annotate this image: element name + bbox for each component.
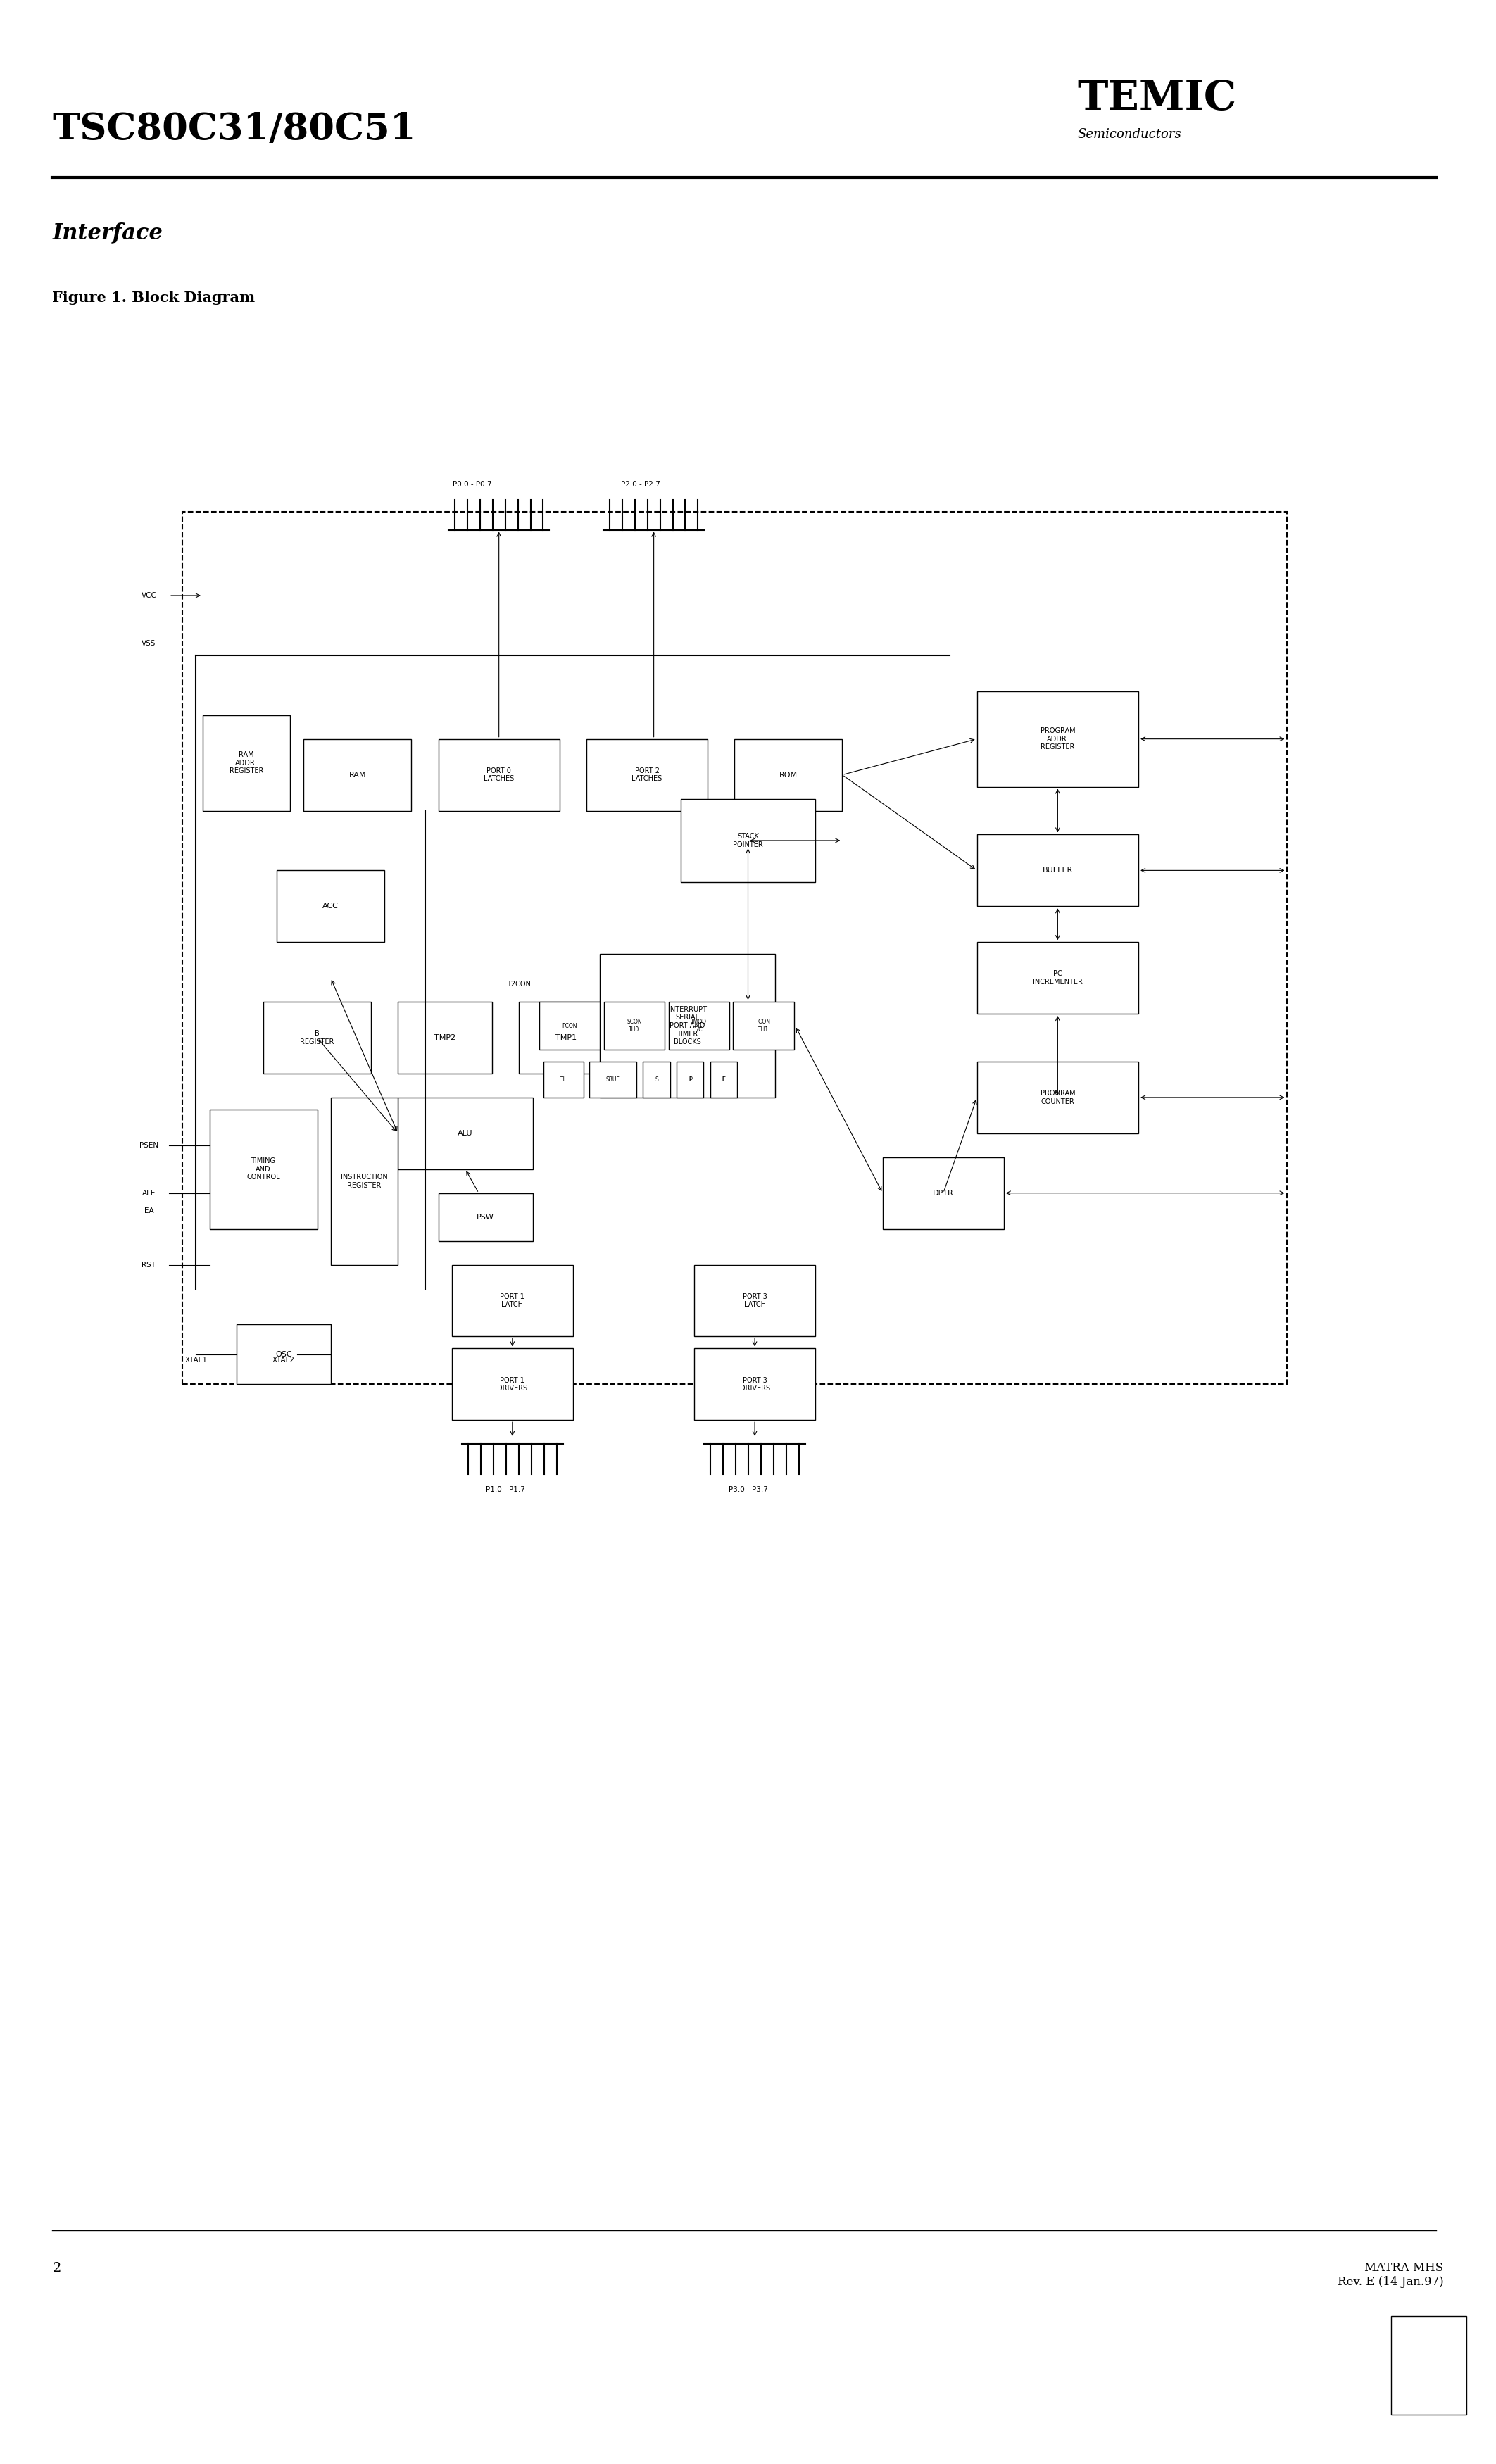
FancyBboxPatch shape xyxy=(203,715,290,811)
Text: ALU: ALU xyxy=(458,1131,473,1136)
Text: Figure 1. Block Diagram: Figure 1. Block Diagram xyxy=(52,291,256,306)
FancyBboxPatch shape xyxy=(438,1193,533,1242)
Text: OSC: OSC xyxy=(275,1350,292,1358)
FancyBboxPatch shape xyxy=(398,1096,533,1170)
FancyBboxPatch shape xyxy=(539,1003,600,1050)
Text: RAM: RAM xyxy=(349,771,367,779)
FancyBboxPatch shape xyxy=(669,1003,729,1050)
Text: Semiconductors: Semiconductors xyxy=(1077,128,1182,140)
FancyBboxPatch shape xyxy=(977,692,1138,786)
Text: INTERRUPT
SERIAL
PORT AND
TIMER
BLOCKS: INTERRUPT SERIAL PORT AND TIMER BLOCKS xyxy=(669,1005,706,1045)
Text: ALE: ALE xyxy=(142,1190,156,1198)
Text: P3.0 - P3.7: P3.0 - P3.7 xyxy=(729,1486,767,1493)
FancyBboxPatch shape xyxy=(643,1062,670,1096)
Text: B
REGISTER: B REGISTER xyxy=(301,1030,334,1045)
Text: DPTR: DPTR xyxy=(934,1190,954,1198)
FancyBboxPatch shape xyxy=(277,870,384,941)
FancyBboxPatch shape xyxy=(236,1326,331,1385)
FancyBboxPatch shape xyxy=(519,1003,613,1074)
Text: TSC80C31/80C51: TSC80C31/80C51 xyxy=(52,111,416,148)
Text: PORT 3
LATCH: PORT 3 LATCH xyxy=(742,1294,767,1308)
Text: VSS: VSS xyxy=(142,641,156,648)
FancyBboxPatch shape xyxy=(733,1003,794,1050)
Text: T2CON: T2CON xyxy=(507,981,531,988)
Text: S: S xyxy=(655,1077,658,1082)
Text: PORT 1
LATCH: PORT 1 LATCH xyxy=(500,1294,525,1308)
Text: SCON
TH0: SCON TH0 xyxy=(627,1020,642,1032)
Text: P0.0 - P0.7: P0.0 - P0.7 xyxy=(452,480,492,488)
FancyBboxPatch shape xyxy=(209,1109,317,1230)
FancyBboxPatch shape xyxy=(883,1158,1004,1230)
FancyBboxPatch shape xyxy=(263,1003,371,1074)
Text: ROM: ROM xyxy=(779,771,797,779)
Text: PORT 3
DRIVERS: PORT 3 DRIVERS xyxy=(739,1377,770,1392)
Text: TCON
TH1: TCON TH1 xyxy=(755,1020,770,1032)
Text: TMP2: TMP2 xyxy=(434,1035,456,1042)
FancyBboxPatch shape xyxy=(711,1062,738,1096)
Text: P2.0 - P2.7: P2.0 - P2.7 xyxy=(621,480,660,488)
Text: INSTRUCTION
REGISTER: INSTRUCTION REGISTER xyxy=(341,1173,387,1188)
Text: TMP1: TMP1 xyxy=(555,1035,577,1042)
FancyBboxPatch shape xyxy=(735,739,842,811)
Text: VCC: VCC xyxy=(141,591,157,599)
Text: PCON: PCON xyxy=(562,1023,577,1030)
FancyBboxPatch shape xyxy=(452,1264,573,1335)
Text: SBUF: SBUF xyxy=(606,1077,619,1082)
Text: TIMING
AND
CONTROL: TIMING AND CONTROL xyxy=(247,1158,280,1180)
Text: ACC: ACC xyxy=(323,902,338,909)
FancyBboxPatch shape xyxy=(586,739,708,811)
Text: PSW: PSW xyxy=(477,1212,494,1220)
Text: Interface: Interface xyxy=(52,222,163,244)
Text: IE: IE xyxy=(721,1077,726,1082)
FancyBboxPatch shape xyxy=(438,739,560,811)
Text: XTAL2: XTAL2 xyxy=(272,1358,295,1365)
FancyBboxPatch shape xyxy=(681,798,815,882)
FancyBboxPatch shape xyxy=(452,1348,573,1419)
FancyBboxPatch shape xyxy=(600,954,775,1096)
FancyBboxPatch shape xyxy=(676,1062,703,1096)
Text: MATRA MHS
Rev. E (14 Jan.97): MATRA MHS Rev. E (14 Jan.97) xyxy=(1337,2262,1444,2287)
FancyBboxPatch shape xyxy=(694,1264,815,1335)
Text: TL: TL xyxy=(561,1077,567,1082)
FancyBboxPatch shape xyxy=(604,1003,664,1050)
FancyBboxPatch shape xyxy=(398,1003,492,1074)
Text: XTAL1: XTAL1 xyxy=(184,1358,208,1365)
Text: IP: IP xyxy=(688,1077,693,1082)
Text: PROGRAM
COUNTER: PROGRAM COUNTER xyxy=(1040,1089,1076,1104)
Text: BUFFER: BUFFER xyxy=(1043,867,1073,875)
FancyBboxPatch shape xyxy=(694,1348,815,1419)
FancyBboxPatch shape xyxy=(977,941,1138,1013)
Text: PSEN: PSEN xyxy=(139,1141,159,1148)
Text: P1.0 - P1.7: P1.0 - P1.7 xyxy=(486,1486,525,1493)
FancyBboxPatch shape xyxy=(331,1096,398,1264)
Text: PORT 1
DRIVERS: PORT 1 DRIVERS xyxy=(497,1377,528,1392)
Text: RST: RST xyxy=(142,1262,156,1269)
Text: RAM
ADDR.
REGISTER: RAM ADDR. REGISTER xyxy=(229,752,263,774)
Text: STACK
POINTER: STACK POINTER xyxy=(733,833,763,848)
Text: PROGRAM
ADDR.
REGISTER: PROGRAM ADDR. REGISTER xyxy=(1040,727,1076,752)
FancyBboxPatch shape xyxy=(977,1062,1138,1133)
FancyBboxPatch shape xyxy=(977,835,1138,907)
FancyBboxPatch shape xyxy=(589,1062,636,1096)
Text: TEMIC: TEMIC xyxy=(1077,79,1236,118)
Text: 2: 2 xyxy=(52,2262,61,2274)
Text: PORT 2
LATCHES: PORT 2 LATCHES xyxy=(631,766,663,784)
Text: TMOD
T/C: TMOD T/C xyxy=(691,1020,708,1032)
Text: PORT 0
LATCHES: PORT 0 LATCHES xyxy=(483,766,515,784)
Text: PC
INCREMENTER: PC INCREMENTER xyxy=(1032,971,1083,986)
Text: EA: EA xyxy=(144,1207,154,1215)
FancyBboxPatch shape xyxy=(304,739,411,811)
FancyBboxPatch shape xyxy=(543,1062,583,1096)
